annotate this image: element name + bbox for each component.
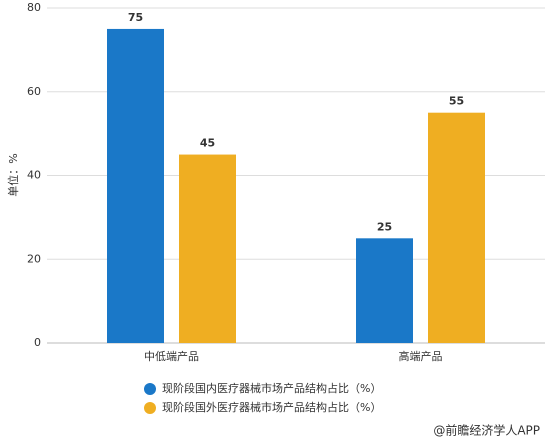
bar [428,112,485,343]
y-tick-label: 20 [27,252,41,265]
legend-label: 现阶段国内医疗器械市场产品结构占比（%） [162,381,381,395]
x-tick-label: 高端产品 [399,349,443,363]
value-label: 75 [128,11,143,24]
value-label: 55 [449,95,464,108]
legend-label: 现阶段国外医疗器械市场产品结构占比（%） [162,400,381,414]
y-axis-label: 单位：% [6,153,20,196]
bar [179,154,236,343]
source: @前瞻经济学人APP [433,423,540,438]
y-tick-label: 40 [27,169,41,182]
x-tick-label: 中低端产品 [144,349,199,363]
value-label: 25 [377,220,392,233]
y-tick-label: 0 [34,336,41,349]
y-tick-label: 80 [27,1,41,14]
value-label: 45 [200,137,215,150]
bar [356,238,413,343]
legend-marker [144,402,156,414]
legend-marker [144,383,156,395]
bar [107,28,164,343]
y-tick-label: 60 [27,85,41,98]
